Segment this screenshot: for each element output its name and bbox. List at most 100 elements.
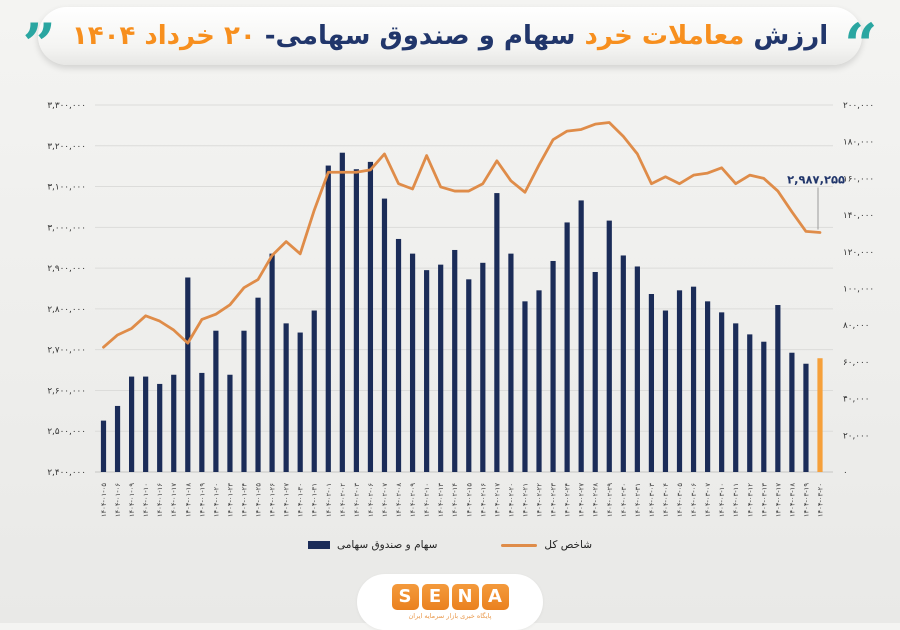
- x-axis-label: ۱۴۰۴-۰۳-۱۳: [760, 483, 768, 517]
- bar: [494, 193, 500, 472]
- chart-legend: سهام و صندوق سهامی شاخص کل: [0, 537, 900, 553]
- x-axis-label: ۱۴۰۴-۰۲-۱۰: [423, 483, 431, 517]
- right-axis-label: ۱۲۰,۰۰۰: [843, 248, 874, 258]
- logo-tagline: پایگاه خبری بازار سرمایه ایران: [408, 612, 492, 620]
- x-axis-label: ۱۴۰۴-۰۲-۰۲: [339, 483, 347, 517]
- title-part-1: ارزش: [753, 21, 829, 51]
- left-axis-label: ۳,۰۰۰,۰۰۰: [47, 223, 86, 233]
- x-axis-label: ۱۴۰۴-۰۲-۲۴: [564, 483, 572, 517]
- quote-close-icon: ”: [22, 11, 56, 79]
- left-axis-label: ۳,۳۰۰,۰۰۰: [47, 101, 86, 111]
- sena-logo: S E N A پایگاه خبری بازار سرمایه ایران: [357, 574, 543, 630]
- bar: [606, 220, 612, 472]
- bar: [676, 290, 683, 472]
- x-axis-label: ۱۴۰۴-۰۲-۰۱: [325, 483, 333, 517]
- bar: [157, 383, 163, 472]
- title-part-2: معاملات خرد: [584, 21, 745, 51]
- bar: [536, 290, 542, 472]
- bar: [438, 264, 444, 472]
- bar: [550, 260, 556, 472]
- logo-area: S E N A پایگاه خبری بازار سرمایه ایران: [0, 574, 900, 630]
- bar: [803, 363, 809, 472]
- right-axis-label: ۰: [843, 468, 848, 478]
- bar: [325, 165, 331, 472]
- bar: [241, 330, 247, 472]
- x-axis-label: ۱۴۰۴-۰۱-۱۹: [198, 483, 206, 517]
- x-axis-label: ۱۴۰۴-۰۲-۲۹: [606, 483, 614, 517]
- bar-series-swatch: [307, 541, 330, 549]
- x-axis-label: ۱۴۰۴-۰۱-۱۶: [156, 483, 164, 517]
- x-axis-label: ۱۴۰۴-۰۲-۳۰: [620, 483, 628, 517]
- x-axis-label: ۱۴۰۴-۰۱-۲۵: [255, 483, 263, 517]
- x-axis-label: ۱۴۰۴-۰۳-۰۳: [648, 483, 656, 517]
- page-title: ارزش معاملات خرد سهام و صندوق سهامی- ۲۰ …: [72, 21, 829, 51]
- bar: [269, 253, 275, 472]
- left-axis-label: ۳,۱۰۰,۰۰۰: [47, 183, 86, 193]
- bar: [409, 253, 416, 472]
- bar: [564, 222, 570, 472]
- x-axis-label: ۱۴۰۴-۰۲-۳۱: [634, 483, 642, 517]
- x-axis-label: ۱۴۰۴-۰۲-۰۸: [395, 483, 403, 517]
- bar: [775, 305, 781, 472]
- x-axis-label: ۱۴۰۴-۰۳-۱۹: [802, 483, 810, 517]
- logo-tile-e: E: [421, 584, 449, 610]
- x-axis-label: ۱۴۰۴-۰۲-۱۶: [479, 483, 487, 517]
- x-axis-label: ۱۴۰۴-۰۳-۱۲: [746, 483, 754, 517]
- bar: [634, 266, 640, 472]
- right-axis-label: ۲۰,۰۰۰: [843, 431, 869, 441]
- bar: [480, 262, 486, 472]
- bar: [522, 301, 528, 472]
- sena-logo-tiles: S E N A: [391, 584, 509, 610]
- left-axis-label: ۲,۶۰۰,۰۰۰: [47, 386, 86, 396]
- line-series-label: شاخص کل: [544, 539, 593, 551]
- right-axis-label: ۲۰۰,۰۰۰: [843, 101, 874, 111]
- bar: [213, 330, 219, 472]
- x-axis-label: ۱۴۰۴-۰۳-۱۰: [718, 483, 726, 517]
- bar: [761, 341, 767, 472]
- bar: [339, 152, 345, 472]
- logo-tile-s: S: [391, 584, 419, 610]
- x-axis-label: ۱۴۰۴-۰۱-۳۱: [311, 483, 319, 517]
- line-series-swatch: [501, 543, 538, 547]
- bar: [578, 200, 584, 473]
- bar: [705, 301, 711, 472]
- bar: [367, 161, 374, 472]
- bar: [227, 374, 233, 472]
- logo-tile-a: A: [481, 584, 509, 610]
- legend-item-line: شاخص کل: [501, 539, 592, 551]
- x-axis-label: ۱۴۰۴-۰۱-۱۰: [142, 483, 150, 517]
- x-axis-label: ۱۴۰۴-۰۱-۱۸: [184, 483, 192, 517]
- x-axis-label: ۱۴۰۴-۰۳-۰۵: [676, 483, 684, 517]
- left-axis-label: ۲,۸۰۰,۰۰۰: [47, 305, 86, 315]
- bar: [508, 253, 514, 472]
- bar: [114, 405, 121, 472]
- x-axis-label: ۱۴۰۴-۰۱-۰۶: [114, 483, 122, 517]
- bar: [199, 372, 205, 472]
- x-axis-label: ۱۴۰۴-۰۱-۲۴: [240, 483, 248, 517]
- bar: [395, 238, 402, 472]
- bar: [171, 374, 177, 472]
- right-axis-label: ۴۰,۰۰۰: [843, 395, 869, 405]
- x-axis-label: ۱۴۰۴-۰۱-۱۷: [170, 483, 178, 517]
- right-axis-label: ۱۸۰,۰۰۰: [843, 138, 874, 148]
- x-axis-label: ۱۴۰۴-۰۳-۰۷: [704, 483, 712, 517]
- x-axis-label: ۱۴۰۴-۰۲-۱۴: [451, 483, 459, 517]
- left-axis-label: ۲,۴۰۰,۰۰۰: [47, 468, 86, 478]
- bar: [100, 420, 107, 472]
- quote-open-icon: “: [844, 11, 878, 79]
- bar: [747, 334, 753, 472]
- bar: [620, 255, 626, 472]
- x-axis-label: ۱۴۰۴-۰۳-۰۶: [690, 483, 698, 517]
- right-axis-label: ۶۰,۰۰۰: [843, 358, 869, 368]
- x-axis-label: ۱۴۰۴-۰۳-۱۷: [774, 483, 782, 517]
- x-axis-label: ۱۴۰۴-۰۲-۰۳: [353, 483, 361, 517]
- x-axis-label: ۱۴۰۴-۰۱-۲۶: [269, 483, 277, 517]
- x-axis-label: ۱۴۰۴-۰۳-۲۰: [817, 483, 825, 517]
- right-axis-label: ۱۴۰,۰۰۰: [843, 211, 874, 221]
- title-banner: “ ارزش معاملات خرد سهام و صندوق سهامی- ۲…: [22, 7, 878, 74]
- x-axis-label: ۱۴۰۴-۰۲-۲۷: [578, 483, 586, 517]
- x-axis-label: ۱۴۰۴-۰۲-۲۰: [507, 483, 515, 517]
- x-axis-label: ۱۴۰۴-۰۲-۲۲: [536, 483, 544, 517]
- x-axis-label: ۱۴۰۴-۰۳-۱۱: [732, 483, 740, 517]
